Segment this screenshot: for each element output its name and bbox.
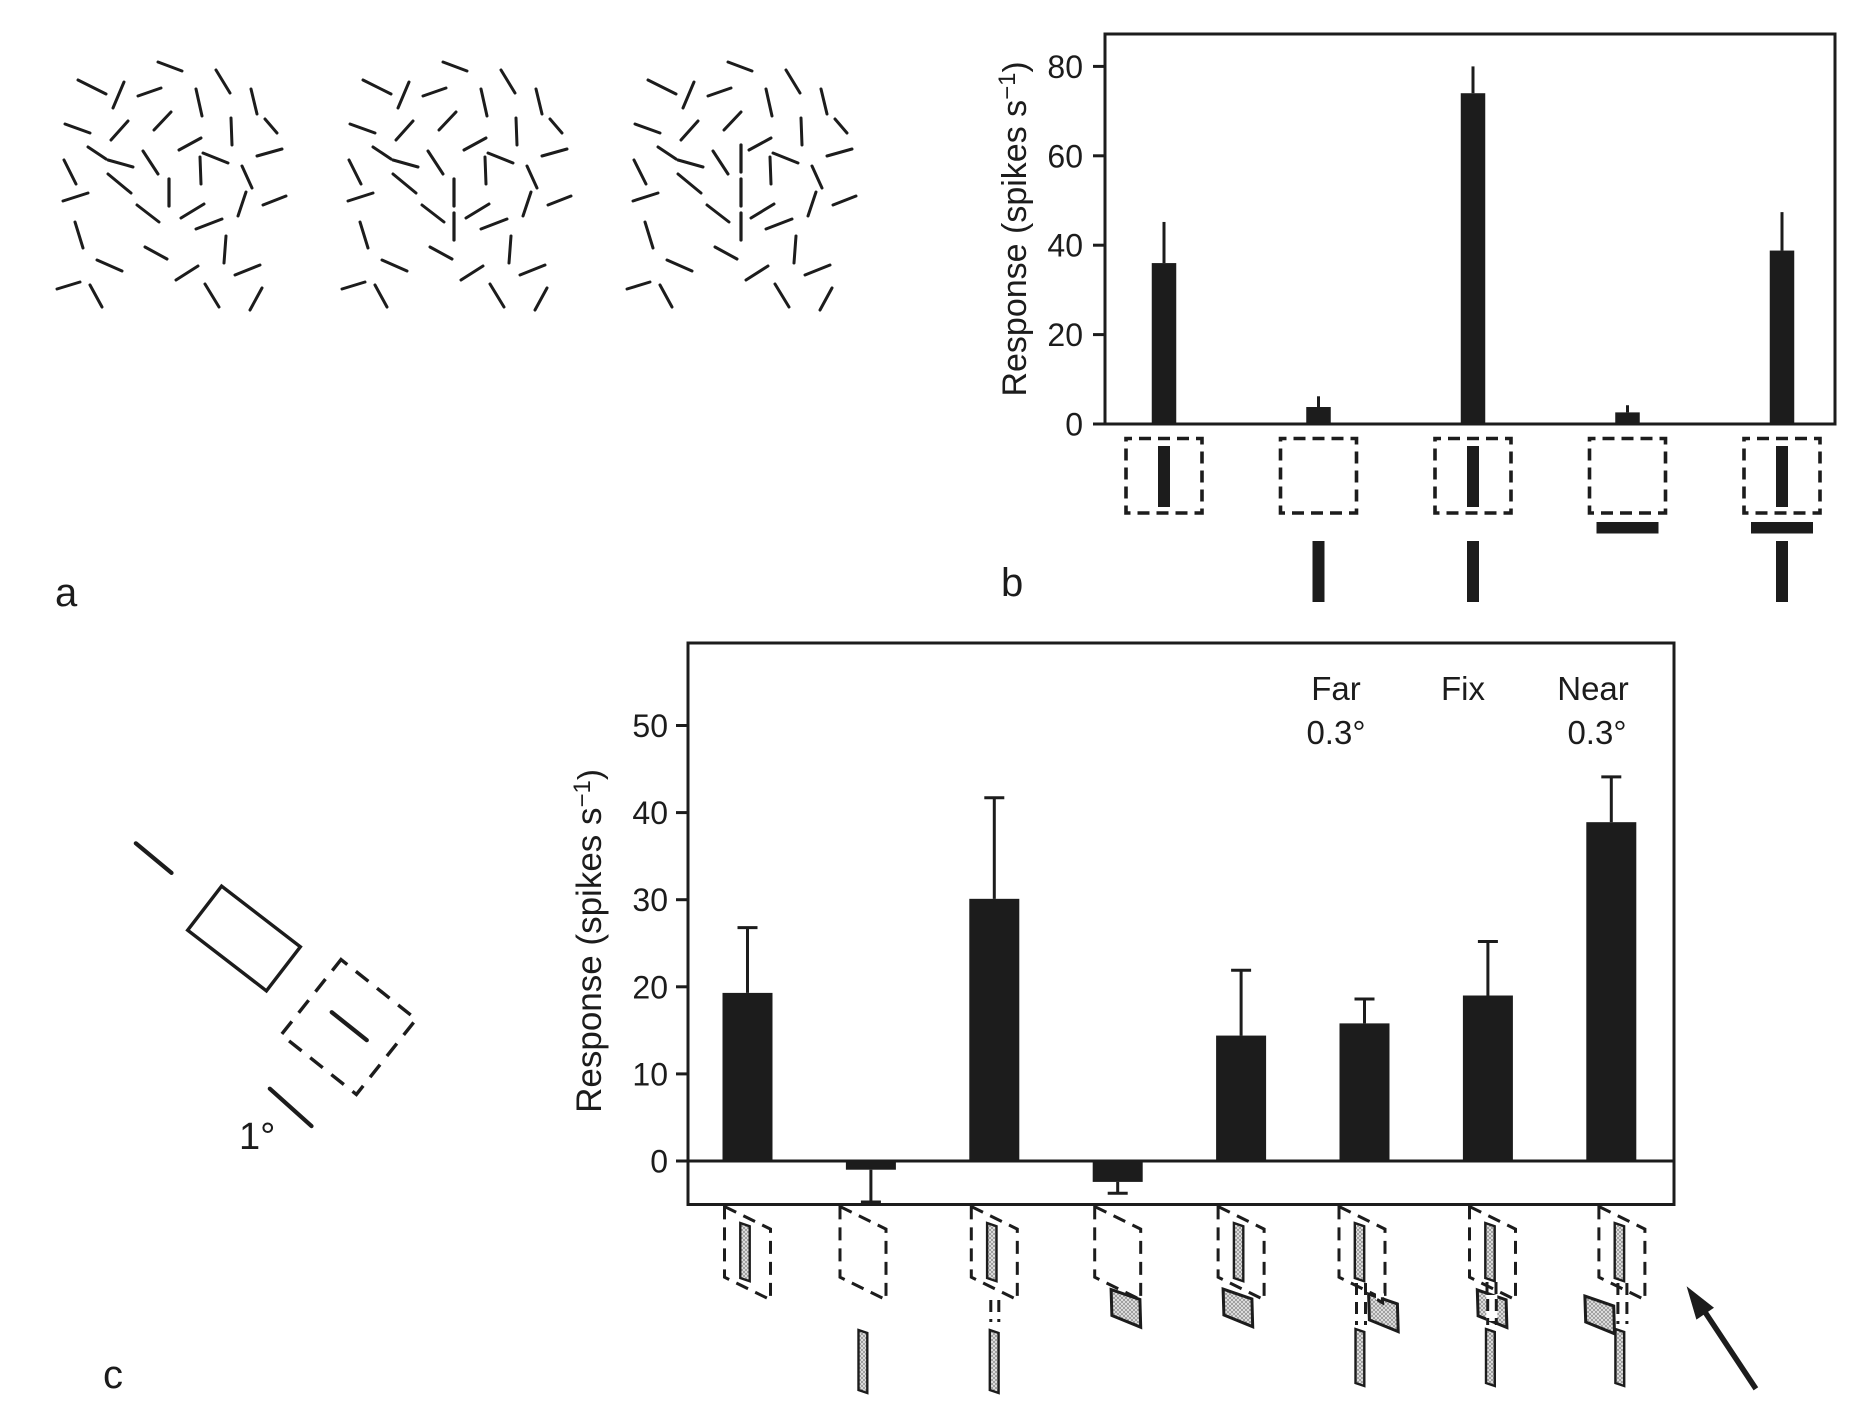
svg-text:0: 0 (650, 1144, 668, 1180)
svg-text:0.3°: 0.3° (1567, 714, 1626, 751)
svg-text:c: c (103, 1353, 123, 1397)
svg-text:60: 60 (1047, 138, 1083, 174)
svg-text:Fix: Fix (1441, 670, 1485, 707)
svg-text:30: 30 (632, 882, 668, 918)
svg-text:20: 20 (632, 969, 668, 1005)
svg-text:Response (spikes s−1): Response (spikes s−1) (994, 61, 1034, 396)
svg-text:Near: Near (1557, 670, 1629, 707)
svg-text:50: 50 (632, 708, 668, 744)
svg-text:40: 40 (1047, 228, 1083, 264)
svg-text:Response (spikes s−1): Response (spikes s−1) (569, 769, 609, 1113)
svg-text:0: 0 (1065, 407, 1083, 443)
svg-text:a: a (55, 571, 78, 615)
svg-text:Far: Far (1311, 670, 1361, 707)
svg-text:40: 40 (632, 795, 668, 831)
svg-text:1°: 1° (239, 1116, 275, 1158)
svg-text:10: 10 (632, 1056, 668, 1092)
svg-text:b: b (1001, 561, 1023, 605)
svg-text:20: 20 (1047, 317, 1083, 353)
svg-text:0.3°: 0.3° (1306, 714, 1365, 751)
svg-text:80: 80 (1047, 49, 1083, 85)
